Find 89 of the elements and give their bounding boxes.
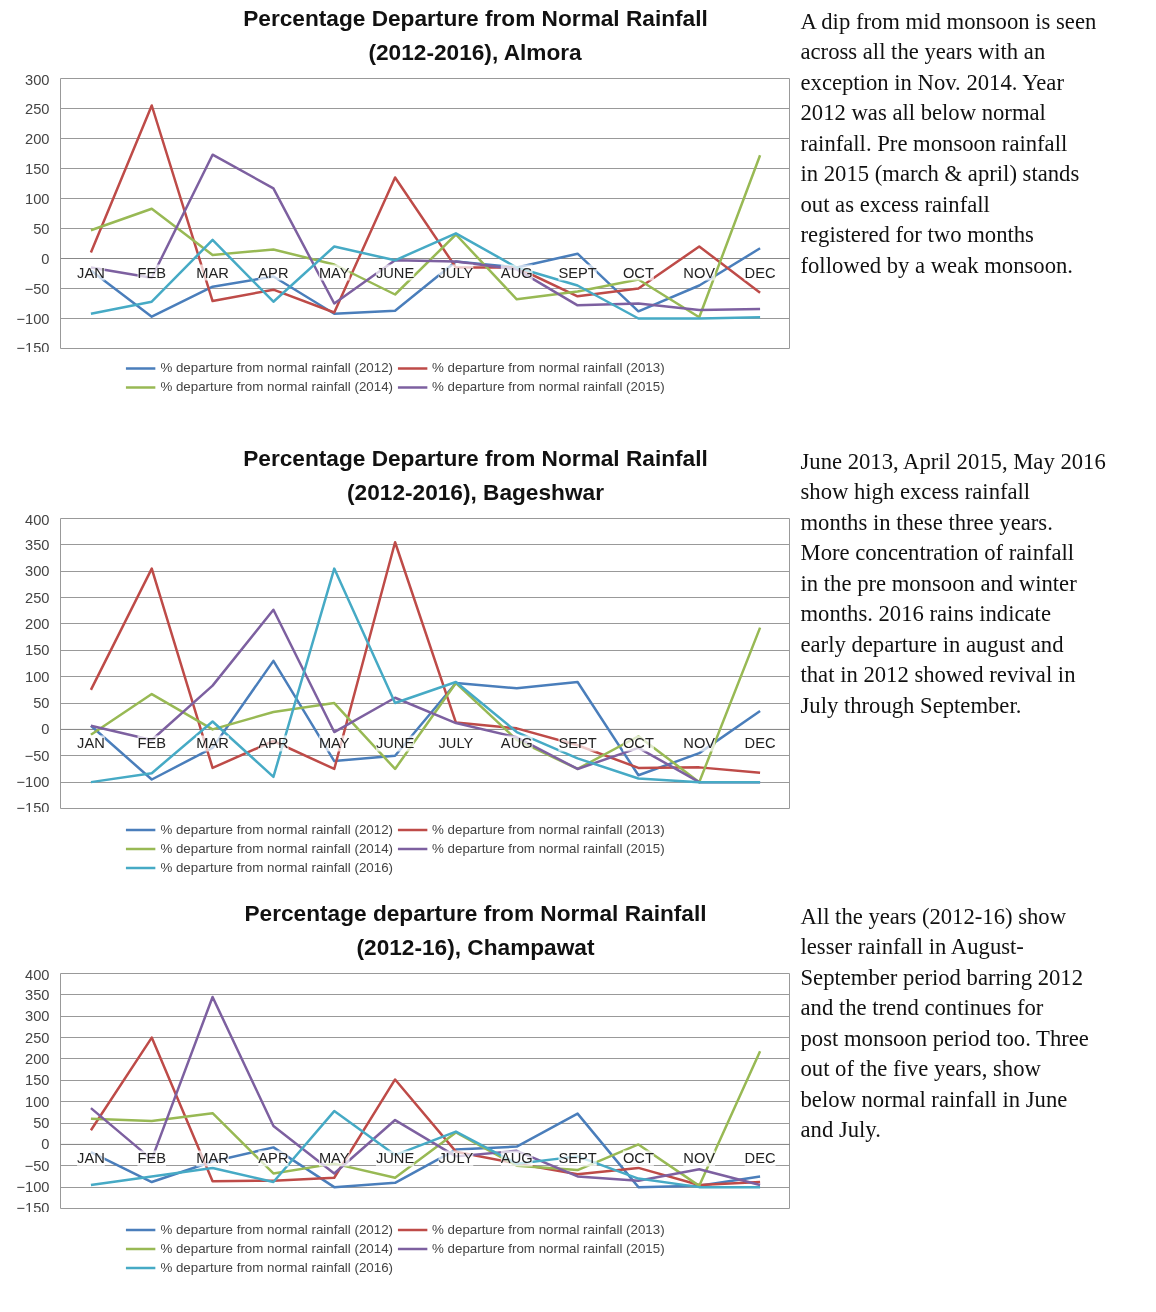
chart-title: Percentage departure from Normal Rainfall (2012-16), Champawat [244,899,707,960]
x-tick-label: JULY [438,735,474,752]
y-tick-label: 100 [25,1093,50,1110]
y-tick-label: 0 [41,250,50,267]
x-tick-label: SEPT [558,735,597,752]
y-tick-label: −50 [24,1157,50,1174]
legend-label: % departure from normal rainfall (2012) [160,821,393,837]
y-tick-label: 300 [25,1008,50,1025]
x-tick-label: OCT [622,735,654,752]
y-tick-label: 350 [25,536,50,553]
x-tick-label: MAR [196,735,229,752]
x-tick-label: SEPT [558,264,597,281]
y-tick-label: 100 [25,190,50,207]
x-tick-label: APR [258,1150,289,1167]
chart-title: Percentage Departure from Normal Rainfall (2012-2016), Almora [243,4,708,65]
y-tick-label: 350 [25,986,50,1003]
x-tick-label: MAR [196,264,229,281]
y-tick-label: 50 [33,1115,50,1132]
legend-label: % departure from normal rainfall (2012) [160,1221,393,1237]
x-tick-label: JAN [77,1150,105,1167]
legend-label: % departure from normal rainfall (2016) [160,1259,393,1275]
legend-label: % departure from normal rainfall (2015) [432,379,665,394]
y-tick-label: 50 [33,695,50,712]
legend-label: % departure from normal rainfall (2012) [160,360,393,375]
y-tick-label: 50 [33,220,50,237]
y-tick-label: −100 [16,1179,50,1196]
x-tick-label: JAN [77,264,105,281]
y-tick-label: 0 [41,1136,50,1153]
x-tick-label: JUNE [375,735,415,752]
y-tick-label: −50 [24,747,50,764]
x-tick-label: DEC [744,1150,776,1167]
y-tick-label: 300 [25,71,50,88]
x-tick-label: MAY [318,735,350,752]
y-tick-label: 400 [25,511,50,528]
legend-label: % departure from normal rainfall (2013) [432,360,665,375]
legend-label: % departure from normal rainfall (2013) [432,821,665,837]
x-tick-label: DEC [744,735,776,752]
y-tick-label: 0 [41,721,50,738]
y-tick-label: 100 [25,668,50,685]
text: All the years (2012-16) show lesser rainfall in August-September period barring 2012 and the trend continues for post monsoon period too. Three out of the five years, show below normal rainfall in June and July. [800,903,1089,1142]
x-tick-label: MAY [318,264,350,281]
x-tick-label: AUG [500,1150,533,1167]
x-tick-label: JULY [438,264,474,281]
y-tick-label: 200 [25,615,50,632]
x-tick-label: MAR [196,1150,229,1167]
text: A dip from mid monsoon is seen across all the years with an exception in Nov. 2014. Year 2012 was all below normal rainfall. Pre monsoon rainfall in 2015 (march & april) stands out as excess rainfall registered for two months followed by a weak monsoon. [800,8,1097,278]
y-tick-label: −100 [16,310,50,327]
y-tick-label: −150 [16,339,50,356]
legend-label: % departure from normal rainfall (2015) [432,840,665,856]
y-tick-label: 150 [25,1072,50,1089]
x-tick-label: AUG [500,264,533,281]
y-tick-label: 250 [25,589,50,606]
x-tick-label: NOV [683,735,716,752]
x-tick-label: JUNE [375,264,415,281]
chart-title: Percentage Departure from Normal Rainfall (2012-2016), Bageshwar [243,444,708,505]
legend-label: % departure from normal rainfall (2014) [160,840,393,856]
legend-label: % departure from normal rainfall (2013) [432,1221,665,1237]
legend-label: % departure from normal rainfall (2016) [160,859,393,875]
legend-label: % departure from normal rainfall (2014) [160,1240,393,1256]
x-tick-label: JAN [77,735,105,752]
y-tick-label: 200 [25,1050,50,1067]
y-tick-label: 150 [25,642,50,659]
legend-label: % departure from normal rainfall (2015) [432,1240,665,1256]
text: June 2013, April 2015, May 2016 show high excess rainfall months in these three years. More concentration of rainfall in the pre monsoon and winter months. 2016 rains indicate early departure in august and that in 2012 showed revival in July through September. [800,448,1106,718]
y-tick-label: 300 [25,563,50,580]
y-tick-label: −150 [16,799,50,816]
y-tick-label: −150 [16,1199,50,1216]
x-tick-label: FEB [137,735,167,752]
y-tick-label: 400 [25,966,50,983]
x-tick-label: FEB [137,264,167,281]
legend-label: % departure from normal rainfall (2014) [160,379,393,394]
y-tick-label: −100 [16,774,50,791]
y-tick-label: 250 [25,100,50,117]
x-tick-label: NOV [683,264,716,281]
y-tick-label: 150 [25,160,50,177]
x-tick-label: SEPT [558,1150,597,1167]
x-tick-label: AUG [500,735,533,752]
x-tick-label: APR [258,264,289,281]
x-tick-label: MAY [318,1150,350,1167]
x-tick-label: DEC [744,264,776,281]
x-tick-label: JUNE [375,1150,415,1167]
x-tick-label: OCT [622,1150,654,1167]
x-tick-label: NOV [683,1150,716,1167]
x-tick-label: JULY [438,1150,474,1167]
y-tick-label: −50 [24,280,50,297]
x-tick-label: OCT [622,264,654,281]
x-tick-label: APR [258,735,289,752]
y-tick-label: 250 [25,1029,50,1046]
y-tick-label: 200 [25,130,50,147]
